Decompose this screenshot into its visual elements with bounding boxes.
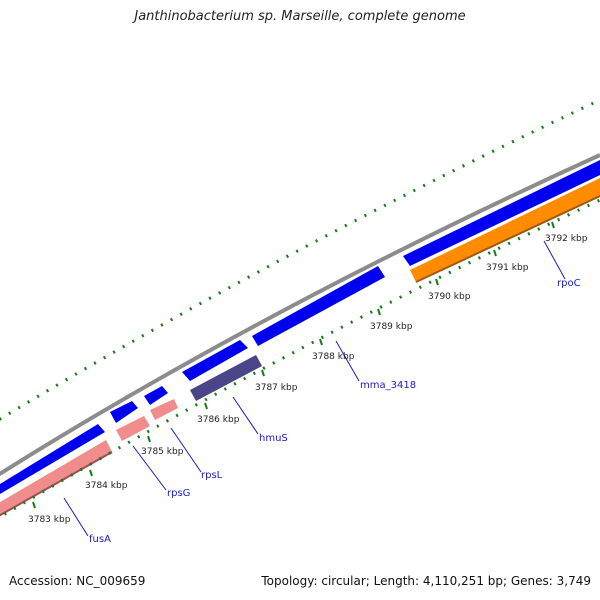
gene-label-rpsL[interactable]: rpsL: [201, 470, 223, 481]
reverse-gene-fusA[interactable]: [0, 440, 112, 518]
tick-mark: [551, 221, 555, 229]
tick-mark: [147, 435, 151, 443]
tick-label: 3785 kbp: [141, 447, 184, 457]
tick-label: 3791 kbp: [486, 263, 529, 273]
gene-label-mma_3418[interactable]: mma_3418: [360, 380, 416, 391]
tick-mark: [89, 469, 93, 477]
tick-mark: [493, 249, 497, 257]
reverse-strand: [0, 178, 600, 518]
gene-labels: fusA rpsG rpsL hmuS mma_3418 rpoC: [89, 278, 581, 545]
leader-line-rpoC: [543, 240, 566, 280]
reverse-gene-rpoC[interactable]: [410, 178, 600, 282]
reverse-gene-hmuS[interactable]: [190, 355, 262, 401]
accession-label: Accession: NC_009659: [9, 574, 146, 588]
tick-label: 3788 kbp: [312, 352, 355, 362]
forward-gene[interactable]: [144, 386, 168, 405]
leader-line-hmuS: [232, 396, 259, 435]
tick-mark: [261, 369, 265, 377]
leader-line-rpsG: [132, 445, 167, 491]
gene-label-lines: [63, 240, 566, 537]
scale-ticks: [32, 221, 555, 509]
gene-label-fusA[interactable]: fusA: [89, 534, 111, 545]
reverse-gene-rpsL[interactable]: [150, 399, 178, 420]
forward-gene[interactable]: [110, 401, 138, 423]
tick-label: 3784 kbp: [85, 481, 128, 491]
tick-mark: [377, 308, 381, 316]
leader-line-rpsL: [170, 427, 202, 473]
gene-label-rpsG[interactable]: rpsG: [167, 488, 190, 499]
tick-mark: [32, 501, 36, 509]
forward-gene[interactable]: [0, 424, 105, 497]
tick-mark: [319, 338, 323, 346]
inner-dotted-arc: [0, 198, 600, 519]
outer-dotted-arc: [0, 98, 600, 421]
genome-summary: Topology: circular; Length: 4,110,251 bp…: [261, 574, 591, 588]
tick-label: 3790 kbp: [428, 292, 471, 302]
tick-label: 3787 kbp: [255, 383, 298, 393]
tick-label: 3786 kbp: [197, 415, 240, 425]
genome-backbone: [0, 153, 600, 477]
outer-tick-ring: [0, 98, 600, 421]
forward-gene[interactable]: [252, 266, 385, 346]
tick-mark: [435, 278, 439, 286]
forward-strand: [0, 160, 600, 497]
reverse-gene-rpsG[interactable]: [116, 416, 150, 441]
gene-label-hmuS[interactable]: hmuS: [259, 433, 288, 444]
gene-shadow: [415, 195, 600, 283]
map-title: Janthinobacterium sp. Marseille, complet…: [134, 9, 466, 24]
forward-gene[interactable]: [182, 340, 248, 381]
forward-gene[interactable]: [403, 160, 600, 266]
leader-line-mma_3418: [335, 340, 360, 382]
gene-label-rpoC[interactable]: rpoC: [557, 278, 581, 289]
tick-label: 3792 kbp: [545, 234, 588, 244]
tick-label: 3783 kbp: [28, 515, 71, 525]
tick-mark: [204, 402, 208, 410]
leader-line-fusA: [63, 497, 89, 537]
tick-labels: 3783 kbp 3784 kbp 3785 kbp 3786 kbp 3787…: [28, 234, 588, 525]
tick-label: 3789 kbp: [370, 322, 413, 332]
